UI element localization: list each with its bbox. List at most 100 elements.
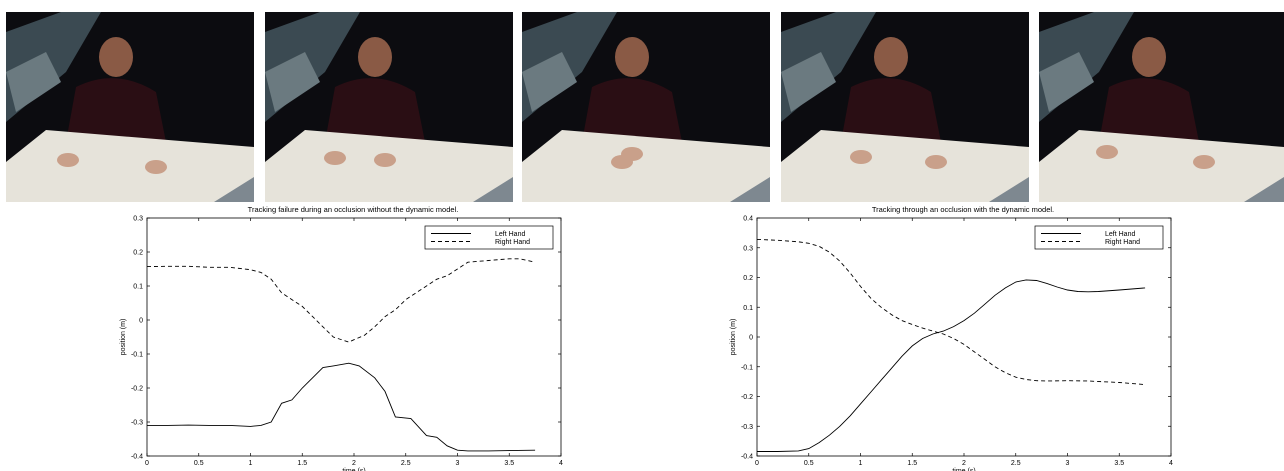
frame-4-image — [781, 12, 1029, 202]
table — [781, 130, 1029, 202]
torso — [1099, 78, 1199, 142]
hand — [850, 150, 872, 164]
y-tick-label: -0.1 — [131, 352, 143, 359]
x-tick-label: 2 — [352, 460, 356, 467]
legend-box — [424, 225, 554, 250]
x-tick-label: 3.5 — [1114, 460, 1124, 467]
x-tick-label: 2 — [962, 460, 966, 467]
y-tick-label: 0.3 — [743, 245, 753, 252]
x-axis-label: time (s) — [952, 468, 975, 471]
frame-3-image — [522, 12, 770, 202]
monitor — [265, 52, 320, 112]
x-tick-label: 3.5 — [504, 460, 514, 467]
x-tick-label: 1 — [859, 460, 863, 467]
monitor — [6, 52, 61, 112]
legend-label: Left Hand — [1105, 231, 1135, 238]
x-tick-label: 0.5 — [804, 460, 814, 467]
torso — [66, 78, 166, 142]
y-tick-label: 0 — [139, 318, 143, 325]
y-axis-label: position (m) — [120, 319, 127, 356]
x-axis-label: time (s) — [342, 468, 365, 471]
series-line-left-hand — [757, 279, 1146, 452]
table — [6, 130, 254, 202]
y-tick-label: 0.4 — [743, 216, 753, 223]
hand — [374, 153, 396, 167]
y-tick-label: -0.1 — [741, 364, 753, 371]
y-tick-label: 0 — [749, 335, 753, 342]
video-frame-1 — [6, 12, 254, 202]
video-frame-4 — [781, 12, 1029, 202]
x-tick-label: 1.5 — [297, 460, 307, 467]
frame-5-image — [1039, 12, 1284, 202]
monitor — [1039, 52, 1094, 112]
legend-label: Right Hand — [1105, 239, 1140, 246]
x-tick-label: 2.5 — [401, 460, 411, 467]
frame-2-image — [265, 12, 513, 202]
y-tick-label: -0.3 — [131, 420, 143, 427]
y-tick-label: 0.2 — [743, 275, 753, 282]
x-tick-label: 0 — [145, 460, 149, 467]
x-tick-label: 1 — [249, 460, 253, 467]
head — [1132, 37, 1166, 77]
table — [522, 130, 770, 202]
y-tick-label: -0.3 — [741, 424, 753, 431]
torso — [582, 78, 682, 142]
y-tick-label: -0.2 — [131, 386, 143, 393]
x-tick-label: 4 — [1169, 460, 1173, 467]
torso — [841, 78, 941, 142]
chair-corner — [730, 177, 770, 202]
chair-corner — [214, 177, 254, 202]
y-tick-label: -0.4 — [131, 454, 143, 461]
series-line-right-hand — [756, 238, 1146, 386]
plot-right: Tracking through an occlusion with the d… — [730, 205, 1173, 471]
head — [874, 37, 908, 77]
plot-left: Tracking failure during an occlusion wit… — [120, 205, 563, 471]
hand — [324, 151, 346, 165]
x-tick-label: 0 — [755, 460, 759, 467]
chart-title: Tracking through an occlusion with the d… — [872, 205, 1054, 214]
y-tick-label: 0.2 — [133, 250, 143, 257]
y-tick-label: 0.1 — [743, 305, 753, 312]
hand — [57, 153, 79, 167]
axes: 0 0.5 1 1.5 2 2.5 3 3.5 4 -0.4 -0.3 -0.2 -0.1 0 0.1 0.2… — [120, 216, 563, 471]
y-tick-label: -0.4 — [741, 454, 753, 461]
frame-1-image — [6, 12, 254, 202]
hand — [1096, 145, 1118, 159]
chair-corner — [473, 177, 513, 202]
series-line-left-hand — [147, 362, 536, 452]
hand — [1193, 155, 1215, 169]
video-frame-2 — [265, 12, 513, 202]
x-tick-label: 2.5 — [1011, 460, 1021, 467]
x-tick-label: 1.5 — [907, 460, 917, 467]
x-tick-label: 4 — [559, 460, 563, 467]
chair-corner — [989, 177, 1029, 202]
chart-title: Tracking failure during an occlusion wit… — [248, 205, 459, 214]
legend-box — [1034, 225, 1164, 250]
monitor — [781, 52, 836, 112]
plot-area — [756, 217, 1172, 457]
head — [358, 37, 392, 77]
legend-label: Right Hand — [495, 239, 530, 246]
chair-corner — [1244, 177, 1284, 202]
head — [99, 37, 133, 77]
hand — [621, 147, 643, 161]
series-line-right-hand — [146, 258, 536, 343]
plot-area — [146, 217, 562, 457]
monitor — [522, 52, 577, 112]
y-tick-label: 0.1 — [133, 284, 143, 291]
hand — [145, 160, 167, 174]
torso — [325, 78, 425, 142]
x-tick-label: 3 — [1066, 460, 1070, 467]
y-tick-label: 0.3 — [133, 216, 143, 223]
video-frame-3 — [522, 12, 770, 202]
video-frame-5 — [1039, 12, 1284, 202]
head — [615, 37, 649, 77]
hand — [925, 155, 947, 169]
axes: 0 0.5 1 1.5 2 2.5 3 3.5 4 -0.4 -0.3 -0.2 -0.1 0 0.1 0.2… — [730, 216, 1173, 471]
x-tick-label: 3 — [456, 460, 460, 467]
legend-label: Left Hand — [495, 231, 525, 238]
y-tick-label: -0.2 — [741, 394, 753, 401]
x-tick-label: 0.5 — [194, 460, 204, 467]
